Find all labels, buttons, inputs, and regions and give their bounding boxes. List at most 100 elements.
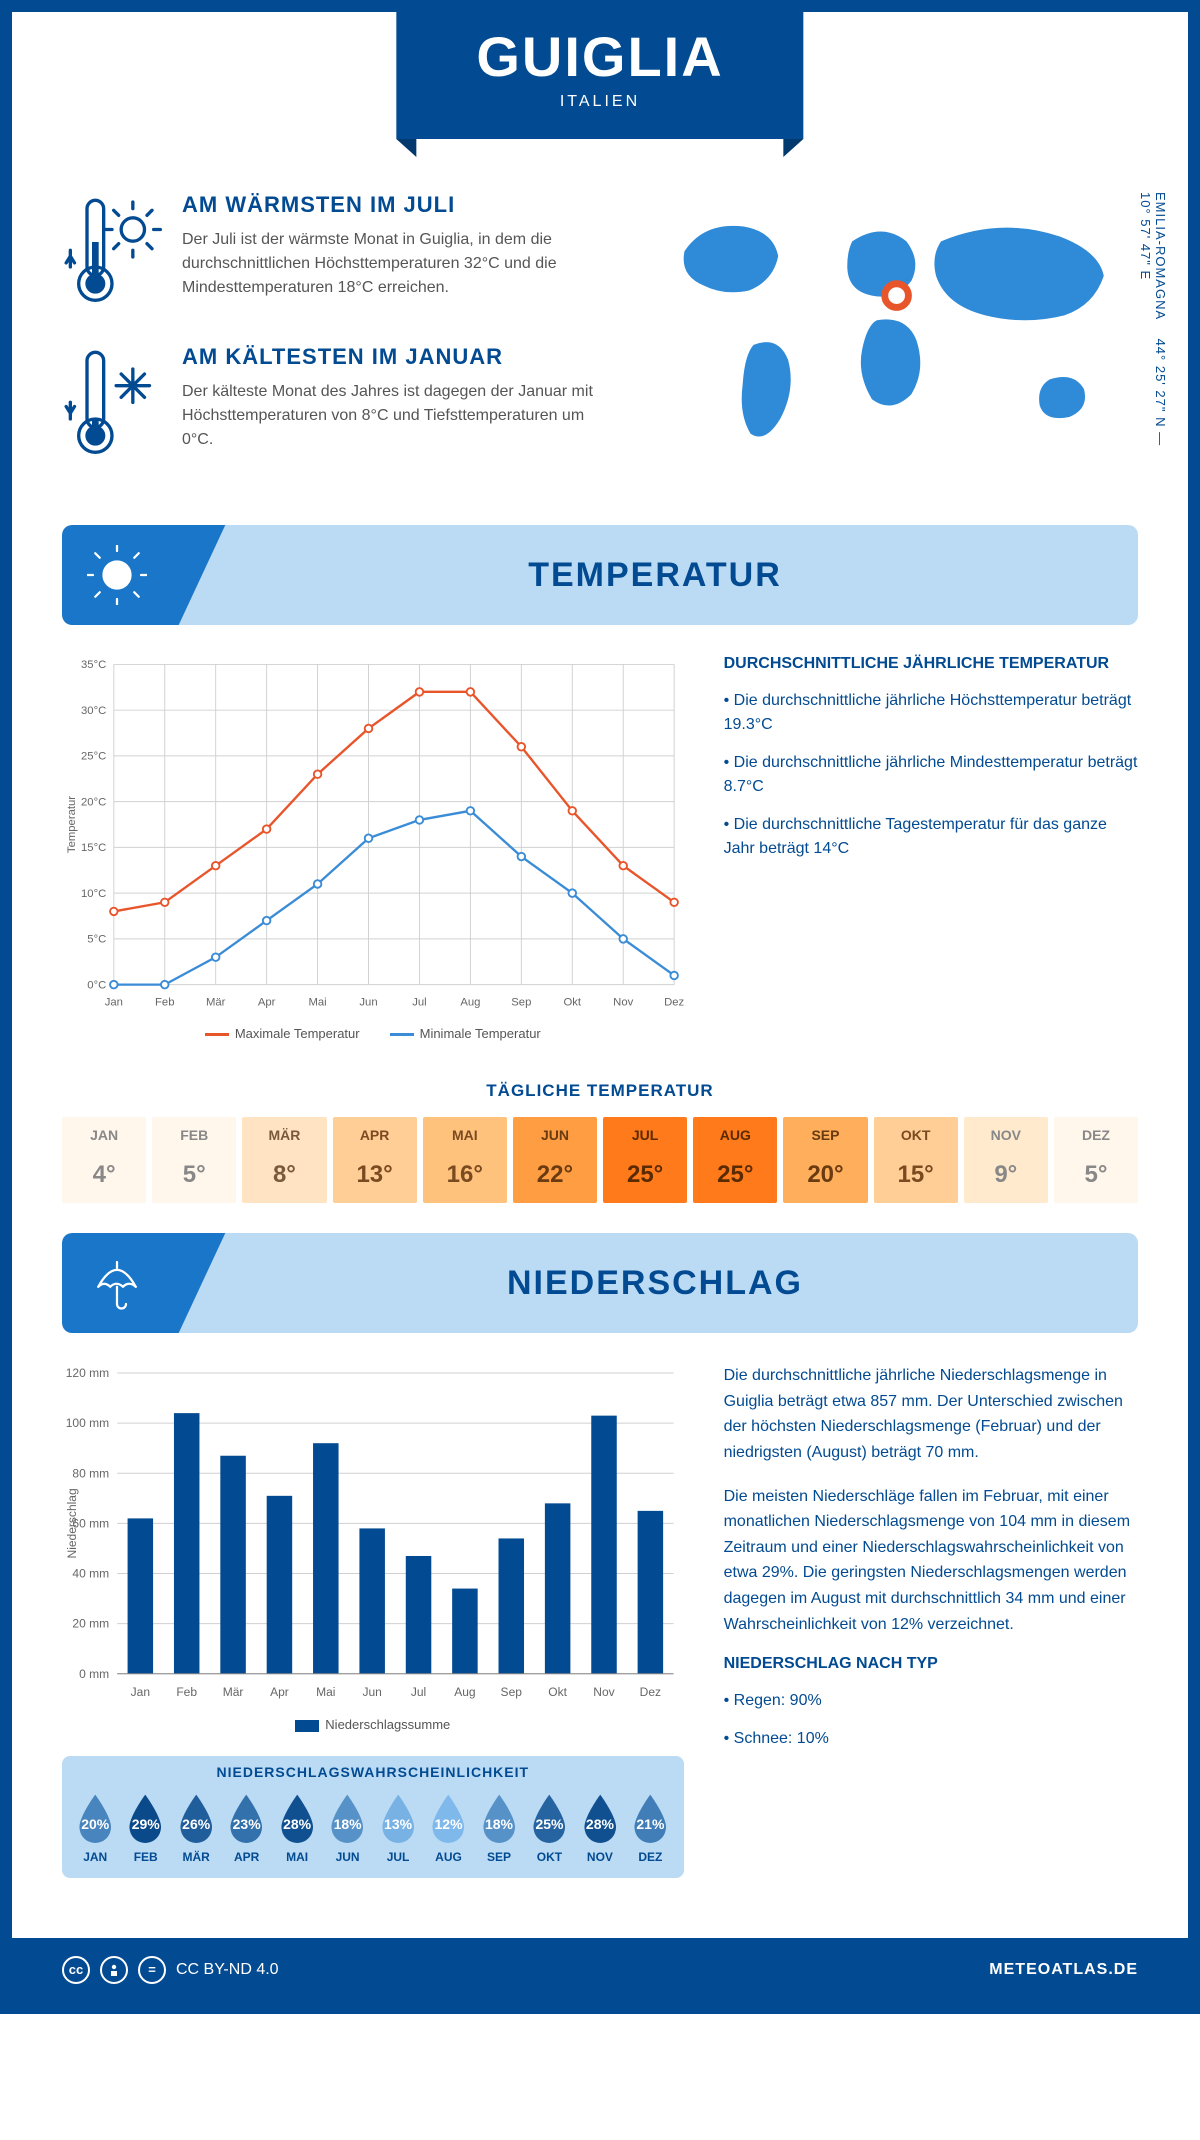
title-ribbon: GUIGLIA ITALIEN bbox=[396, 12, 803, 139]
svg-text:Okt: Okt bbox=[563, 997, 581, 1009]
prob-drop: 18%JUN bbox=[324, 1790, 370, 1864]
nd-icon: = bbox=[138, 1956, 166, 1984]
prob-drop: 18%SEP bbox=[476, 1790, 522, 1864]
temp-cell: MAI16° bbox=[423, 1117, 507, 1203]
svg-text:Aug: Aug bbox=[454, 1685, 475, 1699]
svg-text:Aug: Aug bbox=[460, 997, 480, 1009]
svg-text:80 mm: 80 mm bbox=[72, 1466, 109, 1480]
coordinates: EMILIA-ROMAGNA 44° 25' 27" N — 10° 57' 4… bbox=[1138, 192, 1168, 473]
precip-p1: Die durchschnittliche jährliche Niedersc… bbox=[724, 1363, 1138, 1465]
svg-text:120 mm: 120 mm bbox=[66, 1366, 109, 1380]
svg-text:25°C: 25°C bbox=[81, 751, 106, 763]
temp-cell: JAN4° bbox=[62, 1117, 146, 1203]
temp-legend: Maximale Temperatur Minimale Temperatur bbox=[62, 1026, 684, 1041]
prob-drop: 29%FEB bbox=[122, 1790, 168, 1864]
warm-title: AM WÄRMSTEN IM JULI bbox=[182, 192, 605, 218]
temp-cell: SEP20° bbox=[783, 1117, 867, 1203]
temp-cell: AUG25° bbox=[693, 1117, 777, 1203]
svg-text:Feb: Feb bbox=[176, 1685, 197, 1699]
svg-text:40 mm: 40 mm bbox=[72, 1567, 109, 1581]
by-icon bbox=[100, 1956, 128, 1984]
temp-cell: APR13° bbox=[333, 1117, 417, 1203]
svg-text:Mai: Mai bbox=[316, 1685, 335, 1699]
world-map-icon bbox=[645, 192, 1138, 468]
precip-p2: Die meisten Niederschläge fallen im Febr… bbox=[724, 1484, 1138, 1638]
country-name: ITALIEN bbox=[476, 93, 723, 111]
svg-text:Jun: Jun bbox=[359, 997, 377, 1009]
temp-heading: TEMPERATUR bbox=[172, 556, 1138, 595]
precip-type-bullets: • Regen: 90%• Schnee: 10% bbox=[724, 1689, 1138, 1751]
license: cc = CC BY-ND 4.0 bbox=[62, 1956, 279, 1984]
warm-text: Der Juli ist der wärmste Monat in Guigli… bbox=[182, 228, 605, 300]
temperature-content: 0°C5°C10°C15°C20°C25°C30°C35°CJanFebMärA… bbox=[62, 655, 1138, 1041]
svg-text:35°C: 35°C bbox=[81, 659, 106, 671]
svg-text:Feb: Feb bbox=[155, 997, 174, 1009]
svg-text:Sep: Sep bbox=[501, 1685, 523, 1699]
prob-drop: 25%OKT bbox=[526, 1790, 572, 1864]
daily-temp-grid: JAN4°FEB5°MÄR8°APR13°MAI16°JUN22°JUL25°A… bbox=[62, 1117, 1138, 1203]
svg-text:5°C: 5°C bbox=[87, 934, 106, 946]
svg-text:20 mm: 20 mm bbox=[72, 1617, 109, 1631]
temperature-section-header: TEMPERATUR bbox=[62, 525, 1138, 625]
svg-text:Niederschlag: Niederschlag bbox=[65, 1489, 79, 1559]
svg-text:Jul: Jul bbox=[411, 1685, 426, 1699]
footer: cc = CC BY-ND 4.0 METEOATLAS.DE bbox=[12, 1938, 1188, 2002]
content: GUIGLIA ITALIEN bbox=[12, 12, 1188, 1898]
svg-text:Mär: Mär bbox=[223, 1685, 244, 1699]
svg-text:Dez: Dez bbox=[664, 997, 683, 1009]
precipitation-content: 0 mm20 mm40 mm60 mm80 mm100 mm120 mmNied… bbox=[62, 1363, 1138, 1878]
precipitation-bar-chart: 0 mm20 mm40 mm60 mm80 mm100 mm120 mmNied… bbox=[62, 1363, 684, 1704]
temp-text-title: DURCHSCHNITTLICHE JÄHRLICHE TEMPERATUR bbox=[724, 655, 1138, 673]
svg-text:Jul: Jul bbox=[412, 997, 426, 1009]
cold-title: AM KÄLTESTEN IM JANUAR bbox=[182, 344, 605, 370]
svg-text:30°C: 30°C bbox=[81, 705, 106, 717]
svg-text:Sep: Sep bbox=[511, 997, 531, 1009]
svg-text:Jan: Jan bbox=[131, 1685, 150, 1699]
prob-drop: 21%DEZ bbox=[627, 1790, 673, 1864]
svg-text:Apr: Apr bbox=[258, 997, 276, 1009]
precip-heading: NIEDERSCHLAG bbox=[172, 1264, 1138, 1303]
svg-text:10°C: 10°C bbox=[81, 888, 106, 900]
svg-text:100 mm: 100 mm bbox=[66, 1416, 109, 1430]
temp-cell: DEZ5° bbox=[1054, 1117, 1138, 1203]
svg-text:Temperatur: Temperatur bbox=[66, 796, 78, 853]
svg-text:Mai: Mai bbox=[308, 997, 326, 1009]
temp-cell: JUL25° bbox=[603, 1117, 687, 1203]
svg-text:Jan: Jan bbox=[105, 997, 123, 1009]
svg-text:15°C: 15°C bbox=[81, 842, 106, 854]
header: GUIGLIA ITALIEN bbox=[62, 12, 1138, 182]
temp-cell: NOV9° bbox=[964, 1117, 1048, 1203]
cc-icon: cc bbox=[62, 1956, 90, 1984]
svg-text:Jun: Jun bbox=[362, 1685, 381, 1699]
probability-drops: 20%JAN29%FEB26%MÄR23%APR28%MAI18%JUN13%J… bbox=[72, 1790, 674, 1864]
temperature-line-chart: 0°C5°C10°C15°C20°C25°C30°C35°CJanFebMärA… bbox=[62, 655, 684, 1013]
site-name: METEOATLAS.DE bbox=[989, 1961, 1138, 1979]
svg-text:Okt: Okt bbox=[548, 1685, 567, 1699]
temp-cell: MÄR8° bbox=[242, 1117, 326, 1203]
precip-type-title: NIEDERSCHLAG NACH TYP bbox=[724, 1655, 1138, 1673]
svg-text:20°C: 20°C bbox=[81, 797, 106, 809]
intro-section: AM WÄRMSTEN IM JULI Der Juli ist der wär… bbox=[62, 192, 1138, 495]
svg-text:Mär: Mär bbox=[206, 997, 226, 1009]
map-container: EMILIA-ROMAGNA 44° 25' 27" N — 10° 57' 4… bbox=[645, 192, 1138, 473]
page-root: GUIGLIA ITALIEN bbox=[0, 0, 1200, 2014]
svg-text:Nov: Nov bbox=[613, 997, 633, 1009]
city-name: GUIGLIA bbox=[476, 24, 723, 89]
thermometer-sun-icon bbox=[62, 192, 162, 314]
umbrella-icon bbox=[62, 1233, 172, 1333]
svg-text:0 mm: 0 mm bbox=[79, 1667, 109, 1681]
probability-box: NIEDERSCHLAGSWAHRSCHEINLICHKEIT 20%JAN29… bbox=[62, 1756, 684, 1878]
prob-drop: 26%MÄR bbox=[173, 1790, 219, 1864]
temp-cell: JUN22° bbox=[513, 1117, 597, 1203]
prob-drop: 12%AUG bbox=[425, 1790, 471, 1864]
temp-cell: OKT15° bbox=[874, 1117, 958, 1203]
coldest-fact: AM KÄLTESTEN IM JANUAR Der kälteste Mona… bbox=[62, 344, 605, 466]
daily-temp-title: TÄGLICHE TEMPERATUR bbox=[62, 1081, 1138, 1101]
svg-text:Nov: Nov bbox=[593, 1685, 614, 1699]
temp-cell: FEB5° bbox=[152, 1117, 236, 1203]
svg-text:Dez: Dez bbox=[640, 1685, 661, 1699]
prob-drop: 20%JAN bbox=[72, 1790, 118, 1864]
prob-drop: 23%APR bbox=[223, 1790, 269, 1864]
prob-drop: 28%MAI bbox=[274, 1790, 320, 1864]
thermometer-snow-icon bbox=[62, 344, 162, 466]
